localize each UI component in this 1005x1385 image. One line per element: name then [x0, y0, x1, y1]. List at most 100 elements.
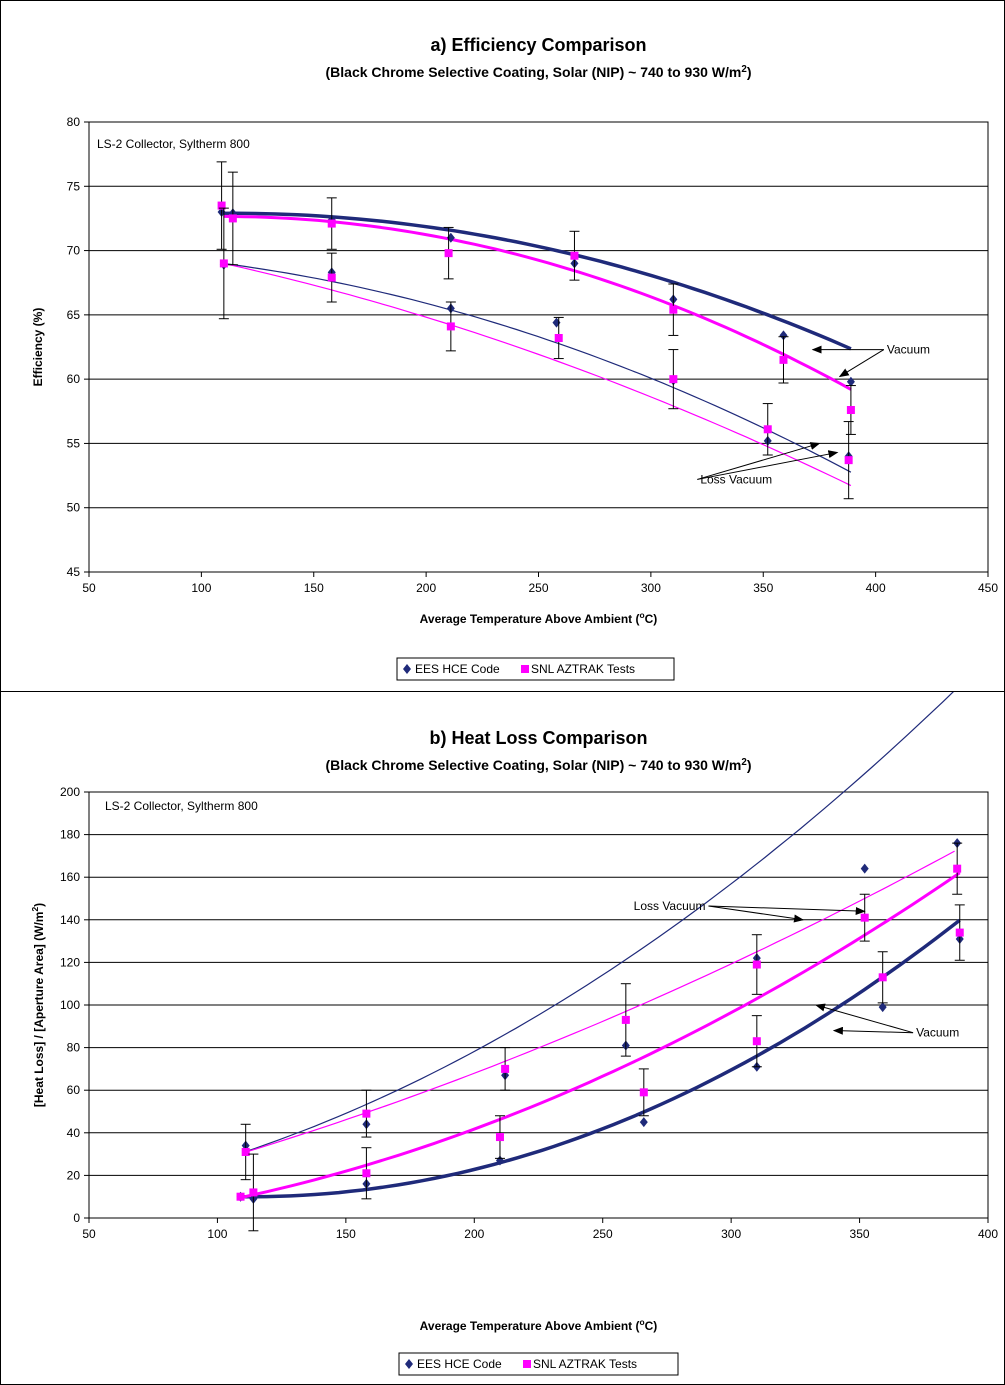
snl-data-point [955, 928, 964, 937]
chart-note: LS-2 Collector, Syltherm 800 [105, 799, 258, 813]
x-tick-label: 150 [336, 1227, 356, 1241]
ees-data-point [860, 863, 869, 874]
snl-data-point [846, 406, 855, 414]
plot-area [88, 121, 989, 573]
snl-data-point [860, 913, 869, 922]
ees-data-point [846, 376, 855, 387]
y-tick-label: 65 [67, 308, 81, 322]
annotation-arrow [814, 1003, 914, 1034]
snl-data-point [236, 1192, 245, 1201]
y-tick-label: 40 [67, 1126, 81, 1140]
trendline [242, 692, 954, 1153]
annotation-arrow [697, 450, 839, 480]
annotation-label: Loss Vacuum [634, 899, 706, 913]
snl-data-point [570, 251, 579, 260]
annotation-arrow [708, 905, 805, 923]
x-tick-label: 100 [191, 581, 211, 595]
chart-title: b) Heat Loss Comparison [429, 728, 647, 748]
ees-data-point [779, 330, 788, 341]
snl-data-point [327, 219, 336, 228]
snl-data-point [241, 1147, 250, 1156]
x-tick-label: 50 [82, 581, 96, 595]
legend-ees-marker [403, 664, 411, 674]
y-tick-label: 160 [60, 870, 80, 884]
y-tick-label: 60 [67, 372, 81, 386]
x-tick-label: 400 [866, 581, 886, 595]
x-tick-label: 300 [641, 581, 661, 595]
annotation-arrow [838, 349, 885, 378]
snl-data-point [639, 1088, 648, 1097]
y-tick-label: 80 [67, 1041, 81, 1055]
chart-subtitle: (Black Chrome Selective Coating, Solar (… [326, 757, 752, 774]
y-axis-label: [Heat Loss] / [Aperture Area] (W/m2) [30, 903, 46, 1107]
chart-subtitle: (Black Chrome Selective Coating, Solar (… [326, 64, 752, 81]
trendline [243, 918, 961, 1199]
snl-data-point [878, 973, 887, 982]
legend-snl-label: SNL AZTRAK Tests [531, 662, 635, 676]
y-tick-label: 75 [67, 179, 81, 193]
annotation-label: Vacuum [916, 1026, 959, 1040]
legend-snl-marker [521, 665, 529, 673]
legend-snl-label: SNL AZTRAK Tests [533, 1357, 637, 1371]
ees-data-point [878, 1002, 887, 1013]
x-tick-label: 200 [464, 1227, 484, 1241]
x-tick-label: 300 [721, 1227, 741, 1241]
snl-data-point [446, 322, 455, 331]
trendline [223, 262, 852, 487]
x-tick-label: 250 [528, 581, 548, 595]
snl-data-point [495, 1133, 504, 1142]
snl-data-point [752, 960, 761, 969]
chart-title: a) Efficiency Comparison [430, 35, 646, 55]
legend-snl-marker [523, 1360, 531, 1368]
y-axis-label: Efficiency (%) [31, 308, 45, 387]
y-tick-label: 45 [67, 565, 81, 579]
snl-data-point [669, 305, 678, 314]
x-tick-label: 150 [304, 581, 324, 595]
snl-data-point [554, 334, 563, 342]
snl-data-point [779, 355, 788, 364]
heat-loss-chart: b) Heat Loss Comparison (Black Chrome Sel… [30, 692, 998, 1376]
x-tick-label: 200 [416, 581, 436, 595]
legend-box [396, 657, 675, 681]
x-tick-label: 250 [593, 1227, 613, 1241]
x-tick-label: 450 [978, 581, 998, 595]
x-tick-label: 350 [850, 1227, 870, 1241]
legend-ees-marker [405, 1359, 413, 1369]
snl-data-point [327, 273, 336, 282]
trendline [223, 211, 852, 351]
legend-ees-label: EES HCE Code [415, 662, 500, 676]
y-tick-label: 120 [60, 955, 80, 969]
y-tick-label: 60 [67, 1083, 81, 1097]
x-tick-label: 350 [753, 581, 773, 595]
snl-data-point [444, 249, 453, 258]
trendline [242, 850, 955, 1154]
y-tick-label: 200 [60, 785, 80, 799]
y-tick-label: 180 [60, 828, 80, 842]
snl-data-point [249, 1188, 258, 1197]
snl-data-point [752, 1037, 761, 1046]
annotation-arrow [708, 905, 866, 915]
snl-data-point [362, 1109, 371, 1118]
heat-loss-chart-panel: b) Heat Loss Comparison (Black Chrome Sel… [0, 691, 1005, 1385]
snl-data-point [362, 1169, 371, 1178]
snl-data-point [763, 425, 772, 434]
annotation-label: Vacuum [887, 343, 930, 357]
trendline [242, 871, 961, 1199]
y-tick-label: 55 [67, 436, 81, 450]
x-axis-label: Average Temperature Above Ambient (oC) [420, 610, 658, 626]
y-tick-label: 20 [67, 1168, 81, 1182]
y-tick-label: 70 [67, 244, 81, 258]
annotation-label: Loss Vacuum [700, 472, 772, 486]
annotation-arrow [697, 442, 821, 480]
snl-data-point [228, 214, 237, 223]
snl-data-point [501, 1064, 510, 1073]
x-tick-label: 400 [978, 1227, 998, 1241]
efficiency-chart: a) Efficiency Comparison (Black Chrome Se… [31, 35, 998, 681]
snl-data-point [844, 456, 853, 465]
y-tick-label: 100 [60, 998, 80, 1012]
annotation-arrow [832, 1026, 914, 1035]
y-tick-label: 0 [73, 1211, 80, 1225]
snl-data-point [219, 259, 228, 268]
snl-data-point [953, 864, 962, 873]
x-axis-label: Average Temperature Above Ambient (oC) [420, 1317, 658, 1333]
